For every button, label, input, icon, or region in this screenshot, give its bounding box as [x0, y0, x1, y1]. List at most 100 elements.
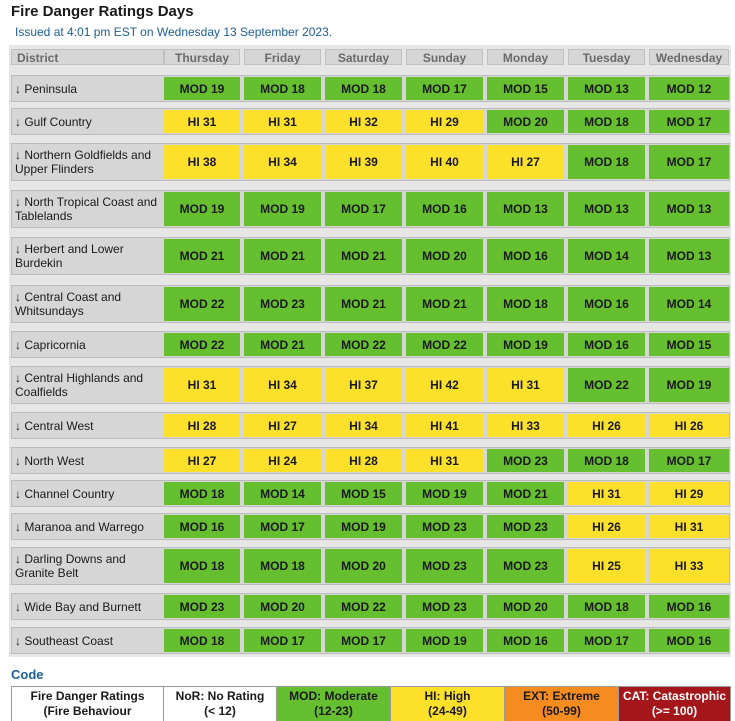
rating-cell: MOD 18 — [244, 549, 321, 583]
district-label: ↓ Southeast Coast — [15, 634, 113, 648]
district-label-line: Maranoa and Warrego — [24, 519, 144, 534]
rating-cell: MOD 13 — [649, 239, 729, 273]
rating-cell: MOD 17 — [649, 110, 729, 133]
rating-cell: MOD 17 — [649, 449, 729, 472]
rating-cell: MOD 16 — [649, 629, 729, 652]
code-item-range: (24-49) — [428, 704, 467, 718]
rating-cell: MOD 21 — [325, 239, 402, 273]
district-label-line: Coalfields — [15, 385, 68, 399]
rating-cell: HI 29 — [406, 110, 483, 133]
down-arrow-icon: ↓ — [15, 599, 21, 614]
down-arrow-icon: ↓ — [15, 453, 21, 468]
rating-cell: MOD 14 — [568, 239, 645, 273]
column-header-saturday: Saturday — [325, 49, 402, 65]
rating-cell: MOD 18 — [325, 77, 402, 100]
down-arrow-icon: ↓ — [15, 114, 21, 129]
page-title: Fire Danger Ratings Days — [11, 3, 194, 20]
code-item: EXT: Extreme (50-99) — [504, 687, 618, 721]
district-label-first-line: ↓ Central Highlands and — [15, 371, 143, 385]
rating-cell: MOD 20 — [487, 595, 564, 618]
rating-cell: MOD 12 — [649, 77, 729, 100]
rating-cell: MOD 18 — [568, 595, 645, 618]
code-item-label: EXT: Extreme — [523, 689, 600, 703]
rating-cell: HI 37 — [325, 368, 402, 402]
rating-cell: MOD 18 — [244, 77, 321, 100]
district-label-line: North Tropical Coast and — [24, 195, 158, 209]
district-label: ↓ Wide Bay and Burnett — [15, 600, 141, 614]
district-name: ↓ Central West — [15, 414, 161, 437]
rating-cell: MOD 22 — [568, 368, 645, 402]
rating-cell: HI 33 — [649, 549, 729, 583]
rating-cell: MOD 13 — [649, 192, 729, 226]
column-header-tuesday: Tuesday — [568, 49, 645, 65]
rating-cell: MOD 21 — [164, 239, 240, 273]
rating-cell: MOD 18 — [164, 549, 240, 583]
district-label-line: Darling Downs and — [24, 552, 126, 566]
district-name: ↓ North Tropical Coast and Tablelands — [15, 192, 161, 226]
rating-cell: MOD 17 — [649, 145, 729, 179]
code-item-range: (< 12) — [204, 704, 236, 718]
code-item: CAT: Catastrophic (>= 100) — [618, 687, 730, 721]
rating-cell: MOD 22 — [164, 287, 240, 321]
column-header-monday: Monday — [487, 49, 564, 65]
rating-cell: HI 28 — [164, 414, 240, 437]
rating-cell: MOD 17 — [325, 629, 402, 652]
down-arrow-icon: ↓ — [15, 148, 21, 162]
rating-cell: HI 27 — [164, 449, 240, 472]
rating-cell: MOD 22 — [406, 333, 483, 356]
rating-cell: MOD 23 — [406, 549, 483, 583]
column-header-sunday: Sunday — [406, 49, 483, 65]
district-name: ↓ Channel Country — [15, 482, 161, 505]
district-label-first-line: ↓ Central West — [15, 419, 93, 433]
district-label: ↓ Peninsula — [15, 82, 77, 96]
code-item-label: HI: High — [424, 689, 471, 703]
district-label: ↓ Darling Downs and Granite Belt — [15, 552, 126, 580]
district-label-first-line: ↓ Peninsula — [15, 82, 77, 96]
down-arrow-icon: ↓ — [15, 371, 21, 385]
district-name: ↓ Wide Bay and Burnett — [15, 595, 161, 618]
column-header-thursday: Thursday — [164, 49, 240, 65]
district-name: ↓ Darling Downs and Granite Belt — [15, 549, 161, 583]
code-item-label: Fire Danger Ratings — [30, 689, 145, 703]
rating-cell: HI 31 — [568, 482, 645, 505]
district-name: ↓ North West — [15, 449, 161, 472]
district-label-first-line: ↓ Gulf Country — [15, 115, 92, 129]
rating-cell: MOD 19 — [649, 368, 729, 402]
rating-cell: MOD 23 — [487, 515, 564, 538]
district-label-line: Peninsula — [24, 81, 78, 96]
down-arrow-icon: ↓ — [15, 552, 21, 566]
rating-cell: MOD 16 — [568, 333, 645, 356]
district-label: ↓ Central Coast and Whitsundays — [15, 290, 121, 318]
down-arrow-icon: ↓ — [15, 195, 21, 209]
rating-cell: MOD 15 — [325, 482, 402, 505]
down-arrow-icon: ↓ — [15, 486, 21, 501]
rating-cell: MOD 21 — [244, 333, 321, 356]
rating-cell: MOD 19 — [406, 482, 483, 505]
rating-cell: MOD 13 — [568, 192, 645, 226]
rating-cell: MOD 21 — [487, 482, 564, 505]
rating-cell: MOD 23 — [164, 595, 240, 618]
rating-cell: MOD 17 — [568, 629, 645, 652]
rating-cell: HI 31 — [406, 449, 483, 472]
rating-cell: MOD 23 — [487, 549, 564, 583]
rating-cell: MOD 21 — [244, 239, 321, 273]
rating-cell: MOD 18 — [164, 629, 240, 652]
district-label-line: Gulf Country — [24, 114, 92, 129]
rating-cell: MOD 13 — [487, 192, 564, 226]
rating-cell: MOD 23 — [487, 449, 564, 472]
rating-cell: HI 33 — [487, 414, 564, 437]
district-label-first-line: ↓ North Tropical Coast and — [15, 195, 157, 209]
rating-cell: HI 31 — [649, 515, 729, 538]
rating-cell: MOD 19 — [164, 77, 240, 100]
rating-cell: MOD 19 — [487, 333, 564, 356]
rating-cell: HI 31 — [164, 368, 240, 402]
district-label: ↓ Central West — [15, 419, 93, 433]
rating-cell: MOD 19 — [406, 629, 483, 652]
district-name: ↓ Southeast Coast — [15, 629, 161, 652]
district-name: ↓ Central Coast and Whitsundays — [15, 287, 161, 321]
rating-cell: MOD 14 — [244, 482, 321, 505]
rating-cell: MOD 22 — [325, 333, 402, 356]
rating-cell: HI 27 — [487, 145, 564, 179]
rating-cell: MOD 18 — [568, 449, 645, 472]
column-header-friday: Friday — [244, 49, 321, 65]
